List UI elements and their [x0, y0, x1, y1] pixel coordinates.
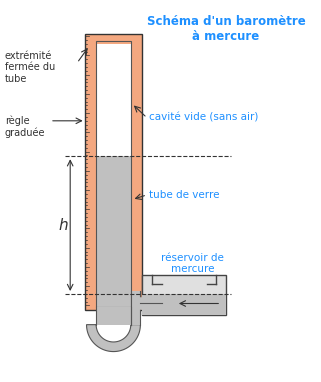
Bar	[131, 291, 140, 325]
Polygon shape	[87, 325, 140, 351]
Bar	[96, 41, 131, 308]
Text: extrémité
fermée du
tube: extrémité fermée du tube	[5, 51, 55, 84]
Bar	[96, 44, 131, 156]
Text: réservoir de
mercure: réservoir de mercure	[161, 253, 224, 274]
Bar	[85, 34, 142, 310]
Bar	[142, 294, 226, 315]
Bar	[96, 156, 131, 308]
Bar	[96, 308, 131, 325]
Text: tube de verre: tube de verre	[149, 190, 220, 200]
Text: Schéma d'un baromètre
à mercure: Schéma d'un baromètre à mercure	[147, 15, 305, 43]
Bar	[142, 275, 226, 315]
Text: règle
graduée: règle graduée	[5, 115, 45, 138]
Text: h: h	[59, 218, 68, 233]
Text: cavité vide (sans air): cavité vide (sans air)	[149, 113, 258, 123]
